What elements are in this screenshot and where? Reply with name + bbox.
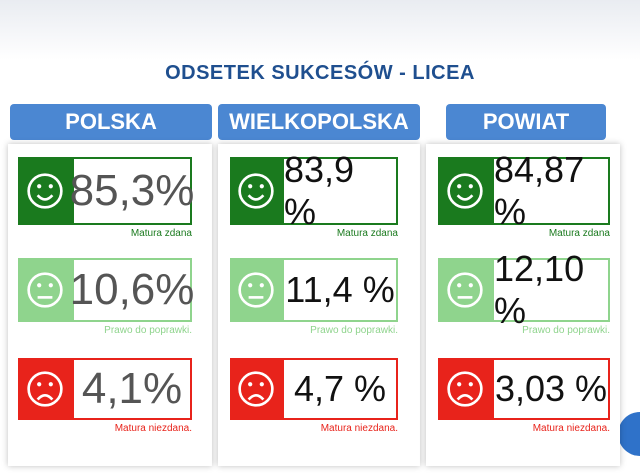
status-icon [18,157,72,225]
result-caption: Matura zdana [336,228,398,239]
result-caption: Prawo do poprawki. [310,325,398,336]
result-caption: Prawo do poprawki. [522,325,610,336]
face-icon [447,272,483,308]
face-icon [447,173,483,209]
result-value: 11,4 % [282,258,398,322]
status-icon [18,358,72,420]
slide-title: ODSETEK SUKCESÓW - LICEA [165,62,475,84]
face-icon [27,272,63,308]
result-value: 12,10 % [492,248,610,331]
result-value: 83,9 % [282,149,398,232]
face-icon [447,371,483,407]
nav-button[interactable] [618,412,640,456]
result-caption: Matura niezdana. [320,423,398,434]
result-value: 3,03 % [492,358,610,420]
result-caption: Matura zdana [548,228,610,239]
face-icon [238,173,274,209]
column-header: POLSKA [10,104,212,140]
result-value: 4,1% [72,358,192,420]
status-icon [230,358,282,420]
result-caption: Matura niezdana. [114,423,192,434]
face-icon [238,371,274,407]
column-header: POWIAT [446,104,606,140]
result-caption: Matura niezdana. [532,423,610,434]
result-caption: Prawo do poprawki. [104,325,192,336]
status-icon [18,258,72,322]
result-value: 84,87 % [492,149,610,232]
status-icon [230,258,282,322]
status-icon [438,358,492,420]
face-icon [27,173,63,209]
result-caption: Matura zdana [130,228,192,239]
status-icon [230,157,282,225]
result-value: 10,6% [70,258,194,322]
status-icon [438,258,492,322]
face-icon [238,272,274,308]
status-icon [438,157,492,225]
column-header: WIELKOPOLSKA [218,104,420,140]
result-value: 85,3% [70,157,194,225]
face-icon [27,371,63,407]
result-value: 4,7 % [282,358,398,420]
